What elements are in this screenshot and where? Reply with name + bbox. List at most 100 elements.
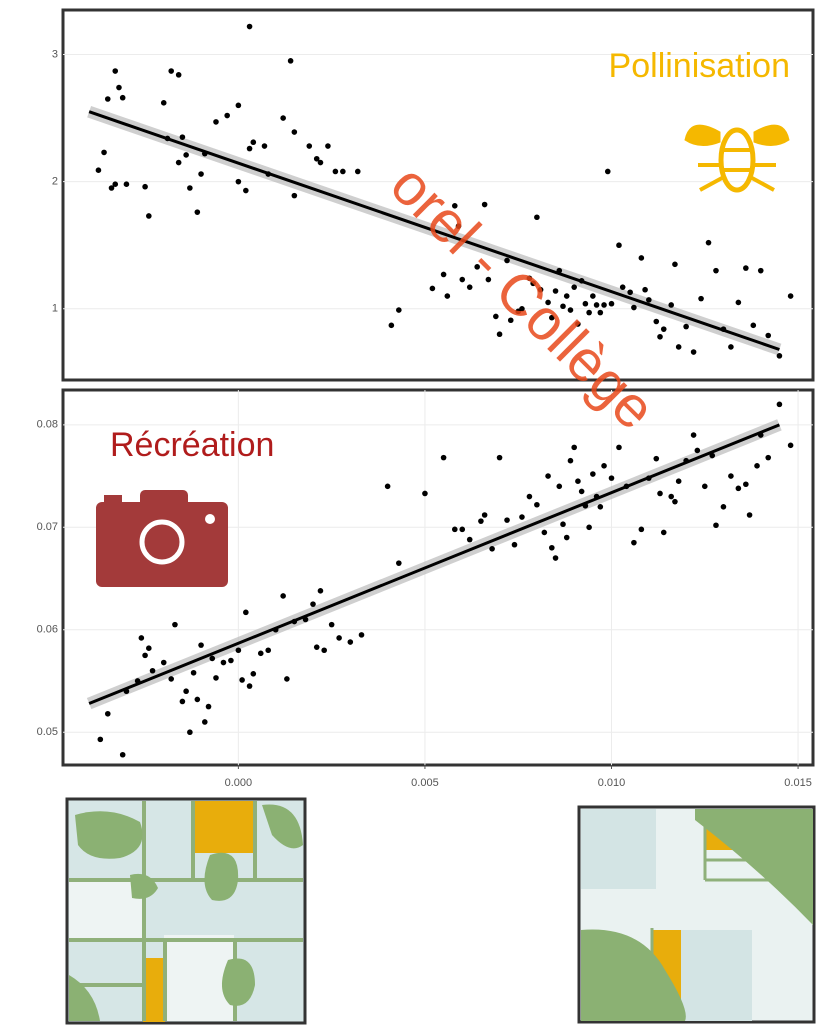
scatter-point	[552, 555, 559, 561]
scatter-point	[534, 214, 540, 221]
scatter-point	[754, 463, 760, 469]
scatter-point	[743, 265, 749, 271]
scatter-point	[190, 669, 197, 676]
scatter-point	[284, 676, 290, 682]
scatter-point	[631, 304, 637, 311]
scatter-point	[720, 504, 727, 510]
scatter-point	[246, 145, 253, 152]
scatter-point	[646, 297, 652, 303]
scatter-point	[504, 517, 510, 523]
y-tick-label: 2	[52, 176, 58, 188]
scatter-point	[388, 322, 395, 329]
fit-line	[88, 110, 780, 351]
scatter-point	[317, 159, 324, 166]
scatter-point	[104, 710, 111, 717]
scatter-point	[328, 621, 335, 628]
scatter-point	[478, 518, 484, 524]
scatter-point	[549, 544, 555, 551]
scatter-point	[235, 178, 242, 185]
scatter-point	[347, 639, 354, 645]
scatter-point	[526, 493, 533, 500]
scatter-point	[757, 267, 764, 274]
scatter-point	[459, 276, 466, 283]
scatter-point	[519, 514, 525, 520]
scatter-point	[698, 295, 704, 302]
scatter-point	[713, 267, 719, 274]
scatter-point	[194, 209, 201, 215]
scatter-point	[474, 264, 480, 270]
scatter-point	[675, 344, 682, 350]
scatter-point	[104, 96, 111, 102]
scatter-point	[728, 344, 734, 350]
scatter-point	[496, 331, 503, 338]
scatter-point	[287, 58, 294, 64]
y-tick-label: 0.05	[37, 726, 58, 738]
scatter-point	[642, 286, 648, 293]
fit-line	[88, 423, 780, 705]
scatter-point	[116, 84, 122, 91]
scatter-point	[440, 271, 447, 278]
scatter-point	[511, 541, 518, 548]
scatter-point	[108, 185, 115, 191]
scatter-point	[713, 522, 719, 529]
scatter-point	[616, 444, 622, 451]
scatter-point	[261, 143, 268, 149]
scatter-point	[384, 483, 391, 490]
scatter-point	[306, 143, 313, 149]
scatter-point	[601, 302, 607, 308]
scatter-point	[160, 659, 167, 666]
scatter-point	[243, 609, 249, 616]
scatter-point	[590, 293, 596, 299]
scatter-point	[235, 102, 242, 109]
scatter-point	[653, 318, 660, 325]
y-tick-label: 0.07	[37, 521, 58, 533]
x-tick-label: 0.015	[784, 777, 812, 789]
scatter-point	[660, 529, 667, 536]
scatter-point	[560, 521, 566, 528]
scatter-point	[321, 647, 327, 654]
scatter-point	[243, 187, 249, 194]
scatter-point	[701, 483, 708, 490]
scatter-point	[291, 192, 298, 199]
scatter-point	[526, 275, 533, 282]
y-tick-label: 0.06	[37, 624, 58, 636]
scatter-point	[575, 478, 581, 484]
scatter-point	[101, 149, 107, 156]
scatter-point	[201, 719, 208, 725]
scatter-point	[616, 242, 622, 249]
scatter-point	[149, 667, 156, 674]
scatter-point	[183, 152, 189, 158]
scatter-point	[597, 504, 604, 510]
scatter-point	[563, 534, 570, 541]
scatter-point	[95, 167, 102, 174]
scatter-point	[601, 463, 607, 469]
scatter-point	[586, 524, 592, 531]
scatter-point	[519, 305, 525, 312]
scatter-point	[172, 621, 178, 628]
scatter-point	[246, 23, 253, 30]
scatter-point	[608, 300, 615, 307]
camera-icon	[96, 490, 228, 587]
scatter-point	[545, 473, 551, 479]
scatter-point	[481, 512, 488, 518]
scatter-point	[668, 493, 675, 500]
scatter-point	[672, 498, 678, 505]
scatter-point	[690, 349, 697, 355]
scatter-point	[504, 257, 510, 264]
scatter-point	[496, 454, 503, 461]
scatter-point	[396, 560, 402, 566]
scatter-point	[493, 313, 499, 320]
scatter-point	[545, 299, 551, 306]
scatter-point	[683, 323, 689, 330]
scatter-point	[582, 300, 589, 307]
landscape-map-right	[577, 805, 816, 1024]
scatter-point	[765, 332, 772, 339]
scatter-point	[119, 94, 126, 101]
scatter-point	[619, 284, 626, 290]
scatter-point	[541, 529, 548, 536]
scatter-point	[220, 659, 227, 666]
scatter-point	[205, 703, 212, 710]
scatter-point	[657, 490, 663, 497]
scatter-point	[444, 293, 451, 299]
scatter-point	[466, 284, 473, 290]
